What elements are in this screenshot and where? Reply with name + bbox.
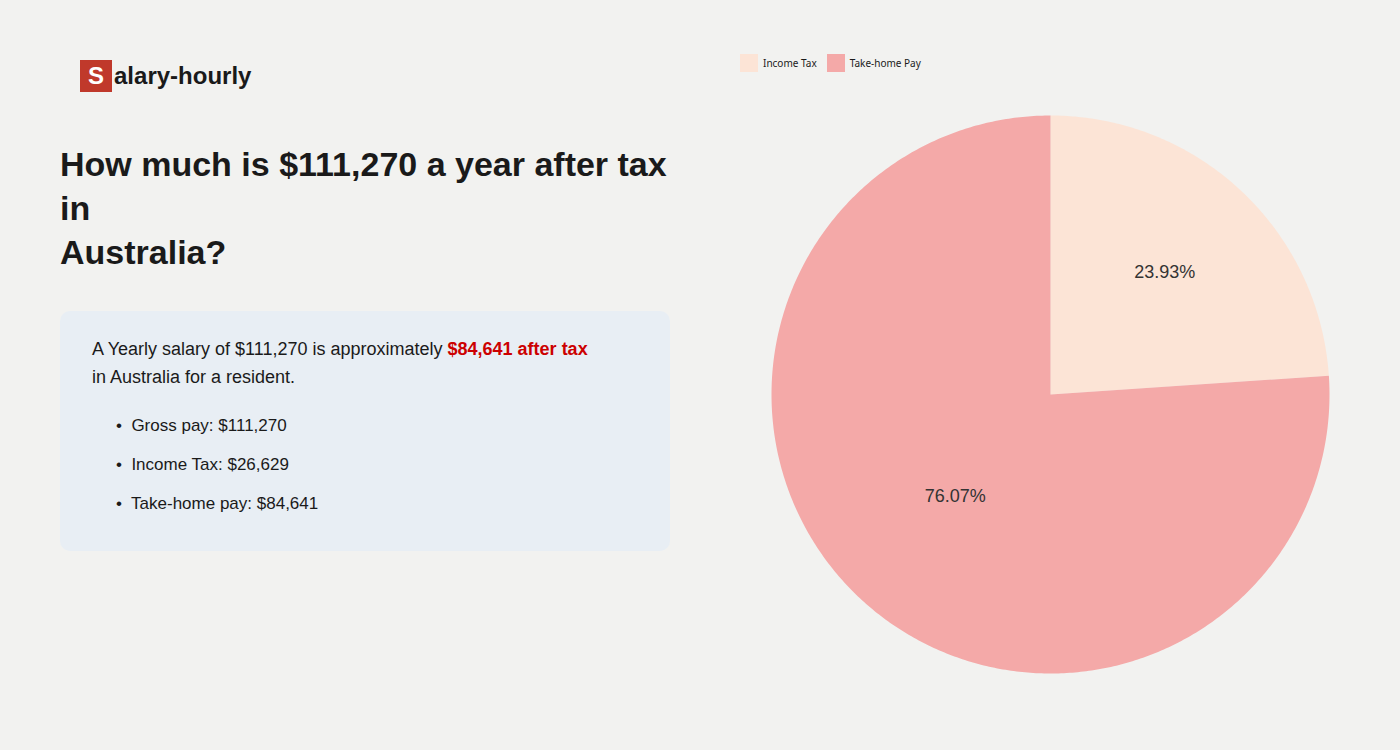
html-text:How much is $111,270 a year af: How much is $111,270 a year after tax in… [60, 145, 667, 272]
html-text:in Australia for a resident.: in Australia for a resident. [92, 367, 296, 388]
html-text:S: S [88, 62, 104, 89]
html-text:• Take-home pay: $84,641: • Take-home pay: $84,641 [116, 494, 319, 514]
svg-text:76.07%: 76.07% [925, 486, 986, 506]
svg-text:23.93%: 23.93% [1134, 262, 1195, 282]
html-text:Income Tax: Income Tax [763, 55, 817, 70]
html-text:• Gross pay: $111,270: • Gross pay: $111,270 [116, 416, 287, 436]
html-text:alary-hourly: alary-hourly [114, 62, 252, 89]
html-text:A Yearly salary of $111,270 is: A Yearly salary of $111,270 is approxima… [92, 338, 588, 359]
html-text:Take-home Pay: Take-home Pay [849, 55, 921, 70]
html-text:• Income Tax: $26,629: • Income Tax: $26,629 [116, 455, 289, 475]
